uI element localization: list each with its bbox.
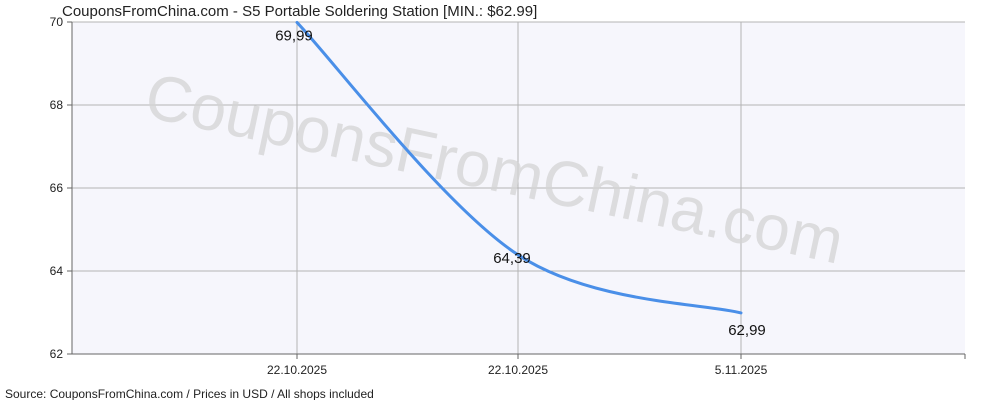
- data-labels: 69,99 64,39 62,99: [275, 27, 766, 339]
- price-line: [295, 20, 743, 315]
- chart-title: CouponsFromChina.com - S5 Portable Solde…: [62, 3, 537, 20]
- y-tick-label-3: 64: [50, 264, 64, 278]
- x-tick-label-0: 22.10.2025: [267, 363, 327, 377]
- y-tick-label-2: 66: [50, 181, 64, 195]
- grid-lines: [72, 21, 965, 355]
- data-label-1: 64,39: [493, 250, 531, 267]
- x-tick-label-1: 22.10.2025: [488, 363, 548, 377]
- axes: [67, 21, 966, 359]
- data-label-2: 62,99: [728, 322, 766, 339]
- y-tick-label-1: 68: [50, 98, 64, 112]
- y-tick-labels: 70 68 66 64 62: [50, 15, 64, 361]
- x-tick-labels: 22.10.2025 22.10.2025 5.11.2025: [267, 363, 768, 377]
- data-label-0: 69,99: [275, 27, 313, 44]
- y-tick-label-4: 62: [50, 347, 64, 361]
- y-tick-label-0: 70: [50, 15, 64, 29]
- source-note: Source: CouponsFromChina.com / Prices in…: [5, 387, 374, 400]
- x-tick-label-2: 5.11.2025: [715, 363, 768, 377]
